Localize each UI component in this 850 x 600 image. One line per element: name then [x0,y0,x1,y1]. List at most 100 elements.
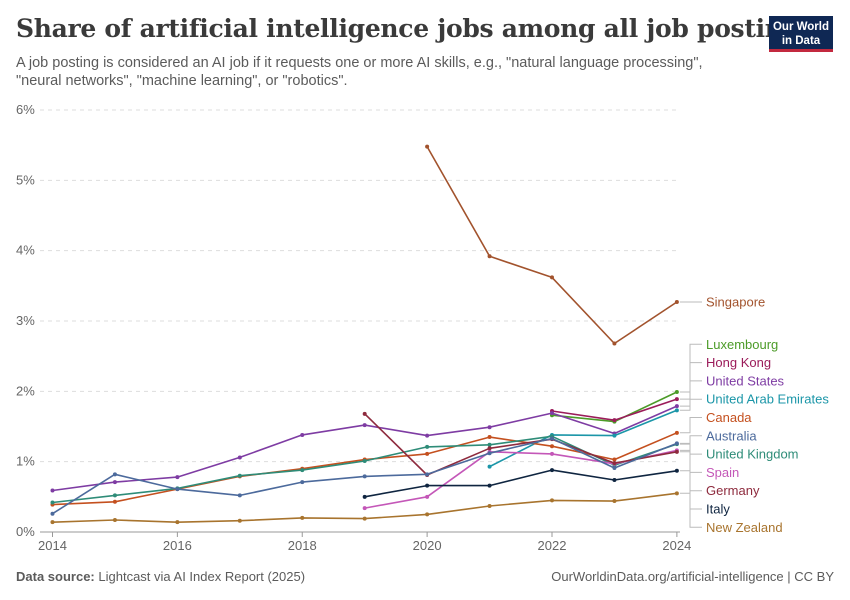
series-label-hong-kong[interactable]: Hong Kong [706,355,771,370]
data-point-united-states[interactable] [425,433,430,438]
series-line-united-arab-emirates[interactable] [489,409,678,468]
data-point-united-arab-emirates[interactable] [612,433,617,438]
series-layer [50,144,679,525]
data-point-united-arab-emirates[interactable] [674,408,679,413]
data-point-australia[interactable] [550,436,554,441]
data-point-united-states[interactable] [362,423,367,428]
data-point-united-states[interactable] [300,432,305,437]
data-point-united-kingdom[interactable] [112,493,117,498]
data-point-luxembourg[interactable] [674,390,679,395]
data-point-united-arab-emirates[interactable] [487,464,492,469]
chart-title: Share of artificial intelligence jobs am… [16,14,814,43]
series-label-spain[interactable]: Spain [706,465,739,480]
series-line-germany[interactable] [364,413,678,476]
label-connector-united-states [679,380,702,407]
data-point-united-kingdom[interactable] [487,442,492,447]
data-point-italy[interactable] [674,468,679,473]
data-point-united-states[interactable] [550,411,554,416]
data-point-new-zealand[interactable] [50,520,55,525]
data-point-united-kingdom[interactable] [300,468,305,473]
series-line-canada[interactable] [52,432,678,506]
data-point-new-zealand[interactable] [362,516,367,521]
x-tick-label: 2016 [163,538,192,553]
series-label-germany[interactable]: Germany [706,483,760,498]
data-point-hong-kong[interactable] [674,397,679,402]
data-point-united-states[interactable] [50,488,55,493]
data-point-singapore[interactable] [612,341,617,346]
data-point-new-zealand[interactable] [550,498,554,503]
data-point-united-kingdom[interactable] [425,444,430,449]
data-point-australia[interactable] [175,487,180,492]
y-tick-label: 3% [16,313,35,328]
data-point-italy[interactable] [550,468,554,473]
data-point-united-states[interactable] [175,475,180,480]
data-point-australia[interactable] [487,451,492,456]
data-point-australia[interactable] [300,480,305,485]
data-point-italy[interactable] [362,494,367,499]
data-point-new-zealand[interactable] [487,503,492,508]
data-point-canada[interactable] [112,499,117,504]
data-point-canada[interactable] [550,444,554,449]
data-point-germany[interactable] [674,449,679,454]
data-point-united-kingdom[interactable] [50,500,55,505]
data-point-canada[interactable] [487,435,492,440]
data-point-australia[interactable] [362,474,367,479]
data-point-australia[interactable] [112,472,117,477]
data-point-united-states[interactable] [237,455,242,460]
series-line-italy[interactable] [364,469,678,498]
data-point-new-zealand[interactable] [112,518,117,523]
data-point-spain[interactable] [550,451,554,456]
data-point-spain[interactable] [425,494,430,499]
series-label-united-states[interactable]: United States [706,373,785,388]
label-connector-canada [679,417,702,434]
data-point-united-states[interactable] [112,480,117,485]
footer-url[interactable]: OurWorldinData.org/artificial-intelligen… [551,569,834,584]
series-label-singapore[interactable]: Singapore [706,295,765,310]
x-tick-label: 2014 [38,538,67,553]
data-point-canada[interactable] [674,430,679,435]
data-point-new-zealand[interactable] [237,518,242,523]
owid-logo[interactable]: Our World in Data [769,16,833,52]
data-point-spain[interactable] [362,506,367,511]
data-point-canada[interactable] [612,457,617,462]
data-point-germany[interactable] [362,411,367,416]
series-label-united-arab-emirates[interactable]: United Arab Emirates [706,392,829,407]
data-point-new-zealand[interactable] [612,499,617,504]
y-tick-label: 1% [16,454,35,469]
data-point-italy[interactable] [425,483,430,488]
data-point-hong-kong[interactable] [612,418,617,423]
series-line-united-kingdom[interactable] [52,435,678,504]
series-label-luxembourg[interactable]: Luxembourg [706,337,778,352]
data-point-australia[interactable] [425,472,430,477]
y-tick-label: 0% [16,524,35,539]
series-label-united-kingdom[interactable]: United Kingdom [706,447,799,462]
series-label-australia[interactable]: Australia [706,428,757,443]
data-point-united-states[interactable] [487,425,492,430]
data-point-singapore[interactable] [487,254,492,259]
data-point-united-kingdom[interactable] [237,473,242,478]
data-point-germany[interactable] [612,461,617,466]
y-tick-label: 6% [16,102,35,117]
data-point-singapore[interactable] [425,144,430,149]
label-connector-united-arab-emirates [679,398,702,411]
series-line-singapore[interactable] [426,146,678,345]
data-point-united-kingdom[interactable] [362,458,367,463]
data-point-australia[interactable] [50,511,55,516]
data-point-germany[interactable] [487,446,492,451]
data-point-new-zealand[interactable] [425,512,430,517]
data-point-australia[interactable] [237,493,242,498]
data-point-canada[interactable] [425,451,430,456]
data-point-australia[interactable] [674,441,679,446]
data-point-italy[interactable] [487,483,492,488]
data-point-new-zealand[interactable] [674,491,679,496]
data-point-australia[interactable] [612,465,617,470]
data-point-new-zealand[interactable] [300,515,305,520]
series-label-new-zealand[interactable]: New Zealand [706,520,783,535]
series-label-italy[interactable]: Italy [706,502,730,517]
data-point-new-zealand[interactable] [175,520,180,525]
data-point-italy[interactable] [612,477,617,482]
series-label-canada[interactable]: Canada [706,410,752,425]
data-point-singapore[interactable] [550,275,554,280]
data-point-united-states[interactable] [674,404,679,409]
data-point-singapore[interactable] [674,300,679,305]
